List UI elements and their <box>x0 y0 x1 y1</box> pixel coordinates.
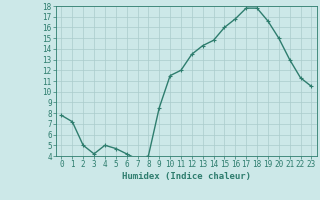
X-axis label: Humidex (Indice chaleur): Humidex (Indice chaleur) <box>122 172 251 181</box>
